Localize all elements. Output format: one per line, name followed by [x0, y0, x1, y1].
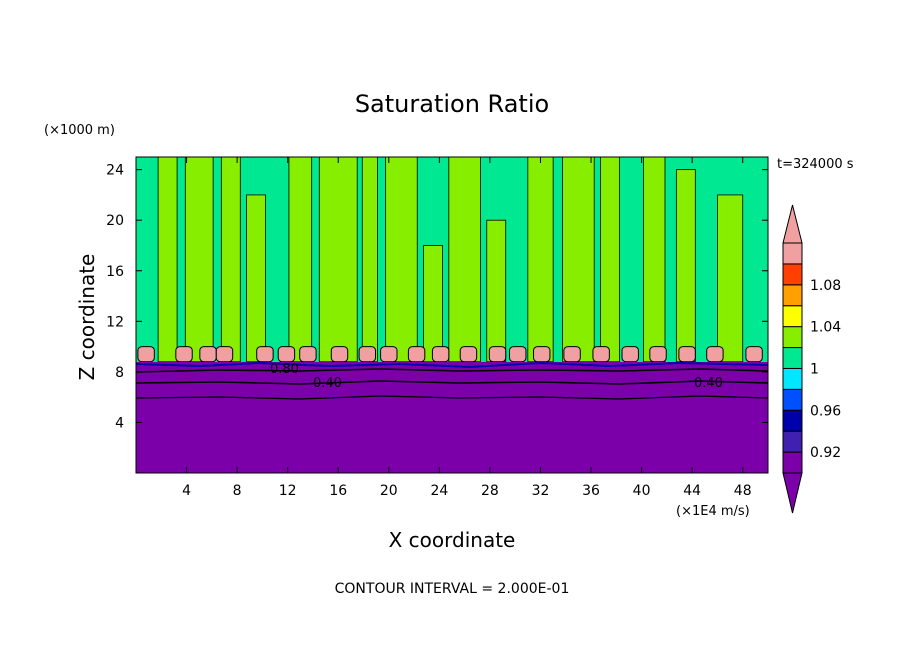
y-unit-label: (×1000 m) [44, 123, 115, 138]
cloud-top [678, 346, 696, 363]
colorbar-segment [782, 388, 803, 411]
x-tick-label: 32 [532, 483, 550, 499]
colorbar-segment [782, 451, 803, 474]
contour-label-1: 0.40 [313, 376, 342, 391]
x-tick-label: 16 [329, 483, 347, 499]
lower-purple-layer [136, 362, 768, 473]
plume-region [675, 169, 696, 363]
plume-region [220, 157, 241, 363]
colorbar-bottom-arrow [782, 472, 803, 514]
colorbar-label: 0.96 [810, 403, 841, 419]
x-tick-label: 8 [233, 483, 242, 499]
cloud-top [509, 346, 527, 363]
plume-region [643, 157, 666, 363]
y-tick-label: 12 [106, 314, 124, 330]
cloud-top [137, 346, 155, 363]
chart-title: Saturation Ratio [355, 90, 549, 118]
cloud-top [277, 346, 296, 363]
plume-region [318, 157, 358, 363]
cloud-top [431, 346, 450, 363]
cloud-top [199, 346, 217, 363]
cloud-top [407, 346, 426, 363]
contour-line-low [136, 395, 768, 400]
colorbar-top-arrow [782, 204, 803, 244]
plume-region [562, 157, 595, 363]
y-tick-label: 20 [106, 213, 124, 229]
plume-region [423, 245, 443, 363]
cloud-top [488, 346, 507, 363]
x-tick-label: 20 [380, 483, 398, 499]
cloud-top [299, 346, 317, 363]
plume-region [361, 157, 378, 363]
plume-region [184, 157, 214, 363]
contour-interval-footer: CONTOUR INTERVAL = 2.000E-01 [335, 581, 570, 597]
cloud-top [533, 346, 551, 363]
cloud-top [358, 346, 377, 363]
y-tick-label: 8 [115, 365, 124, 381]
x-tick-label: 28 [481, 483, 499, 499]
cloud-top [563, 346, 581, 363]
x-tick-label: 12 [279, 483, 297, 499]
colorbar-segment [782, 430, 803, 453]
cloud-top [330, 346, 349, 363]
x-tick-label: 24 [430, 483, 448, 499]
colorbar-label: 1 [810, 361, 819, 377]
y-axis-ticks: 4 8 12 16 20 24 [106, 163, 768, 431]
plot-frame [135, 156, 769, 474]
cloud-top [380, 346, 398, 363]
cloud-top [621, 346, 639, 363]
cloud-top [215, 346, 234, 363]
colorbar: 0.92 0.96 1 1.04 1.08 [782, 204, 841, 514]
cloud-top [459, 346, 478, 363]
colorbar-label: 1.04 [810, 320, 841, 336]
green-plume-group [157, 157, 744, 363]
y-tick-label: 24 [106, 163, 124, 179]
x-tick-label: 48 [734, 483, 752, 499]
colorbar-segment [782, 263, 803, 286]
plume-region [288, 157, 313, 363]
colorbar-segment [782, 305, 803, 328]
plume-region [448, 157, 481, 363]
cloud-top [706, 346, 724, 363]
cloud-top [649, 346, 667, 363]
time-label: t=324000 s [777, 157, 854, 172]
plume-region [157, 157, 178, 363]
cloud-base-boundary [136, 361, 768, 369]
x-axis-ticks: 4 8 12 16 20 24 28 32 36 40 44 48 [182, 157, 752, 499]
contour-label-2: 0.40 [694, 376, 723, 391]
colorbar-label: 0.92 [810, 445, 841, 461]
cloud-top [256, 346, 274, 363]
plume-region [385, 157, 418, 363]
colorbar-segment [782, 326, 803, 349]
y-tick-label: 16 [106, 264, 124, 280]
plume-region [717, 194, 744, 363]
cloud-top-group [137, 346, 763, 363]
colorbar-label: 1.08 [810, 278, 841, 294]
plume-region [486, 219, 507, 363]
contour-line-0.40 [136, 380, 768, 385]
x-tick-label: 40 [633, 483, 651, 499]
plume-region [246, 194, 266, 363]
cloud-top [175, 346, 193, 363]
contour-label-0: 0.80 [270, 362, 299, 377]
contour-fill-area [136, 157, 768, 473]
y-axis-label: Z coordinate [75, 254, 99, 381]
y-tick-label: 4 [115, 415, 124, 431]
x-tick-label: 4 [182, 483, 191, 499]
contour-line-0.80 [136, 368, 768, 373]
colorbar-segment [782, 409, 803, 432]
x-tick-label: 36 [582, 483, 600, 499]
colorbar-segment [782, 284, 803, 307]
x-unit-label: (×1E4 m/s) [676, 504, 750, 519]
colorbar-segment [782, 242, 803, 265]
plume-region [600, 157, 620, 363]
colorbar-segment [782, 367, 803, 390]
x-tick-label: 44 [683, 483, 701, 499]
plume-region [527, 157, 554, 363]
cloud-top [745, 346, 763, 363]
cloud-top [592, 346, 610, 363]
x-axis-label: X coordinate [389, 528, 516, 552]
colorbar-segment [782, 347, 803, 369]
